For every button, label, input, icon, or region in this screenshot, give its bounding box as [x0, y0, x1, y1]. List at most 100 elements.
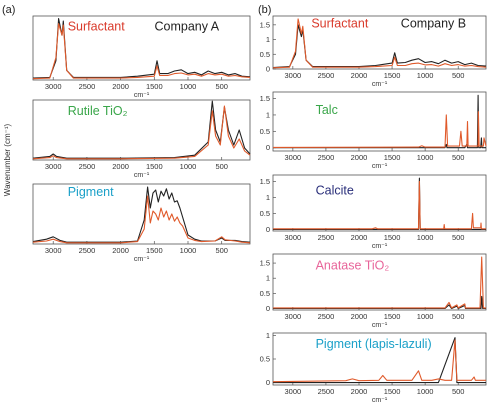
company-label: Company B	[401, 17, 466, 31]
x-tick-label: 2500	[318, 153, 335, 162]
x-tick-label: 1500	[384, 153, 401, 162]
y-tick-label: 0	[266, 304, 270, 313]
y-tick-label: 1	[266, 35, 270, 44]
x-tick-label: 500	[452, 71, 465, 80]
x-tick-label: 2000	[351, 153, 368, 162]
spectrum-line-orange	[32, 195, 251, 244]
x-tick-label: 1500	[384, 312, 401, 321]
y-tick-label: 0.5	[260, 355, 270, 364]
spectrum-line-black	[273, 295, 486, 310]
x-tick-label: 1000	[180, 246, 197, 255]
x-axis-unit: cm⁻¹	[372, 322, 388, 329]
spectrum-line-black	[273, 337, 486, 384]
x-tick-label: 2000	[351, 312, 368, 321]
spectrum-name-label: Pigment (lapis-lazuli)	[316, 337, 432, 351]
y-tick-label: 0	[266, 225, 270, 234]
x-tick-label: 1000	[417, 312, 434, 321]
x-tick-label: 2500	[79, 82, 96, 91]
x-tick-label: 3000	[45, 82, 62, 91]
plot-frame	[32, 99, 251, 161]
spectrum-line-black	[272, 24, 487, 69]
x-tick-label: 500	[215, 162, 228, 171]
x-tick-label: 3000	[45, 246, 62, 255]
x-tick-label: 2500	[318, 71, 335, 80]
chart-panel-2: 3000 2500 2000 1500 1000 500 cm⁻¹ Rutile TiO₂	[32, 99, 251, 179]
spectrum-line-orange	[273, 180, 486, 230]
y-tick-label: 0	[266, 65, 270, 74]
x-tick-label: 2000	[351, 233, 368, 242]
x-tick-label: 1000	[417, 71, 434, 80]
panel-b-label: (b)	[258, 4, 271, 16]
spectrum-line-orange	[32, 105, 251, 160]
spectrum-line-orange	[32, 23, 251, 80]
y-tick-label: 1	[266, 193, 270, 202]
x-tick-label: 1500	[146, 246, 163, 255]
x-tick-label: 3000	[45, 162, 62, 171]
x-tick-label: 2500	[79, 162, 96, 171]
x-tick-label: 3000	[285, 312, 302, 321]
x-tick-label: 3000	[285, 233, 302, 242]
x-tick-label: 1000	[417, 153, 434, 162]
y-tick-label: 0.5	[260, 209, 270, 218]
x-tick-label: 2000	[112, 162, 129, 171]
spectrum-name-label: Surfactant	[311, 17, 369, 31]
y-tick-label: 1	[266, 331, 270, 340]
spectrum-name-label: Anatase TiO₂	[316, 259, 390, 273]
x-axis-unit: cm⁻¹	[372, 397, 388, 404]
spectrum-line-orange	[273, 256, 486, 309]
y-tick-label: 1	[266, 274, 270, 283]
plot-frame	[272, 253, 487, 311]
y-tick-label: 1.5	[260, 94, 270, 103]
spectrum-line-orange	[272, 18, 487, 69]
x-axis-unit: cm⁻¹	[134, 172, 150, 179]
y-tick-label: 0	[266, 143, 270, 152]
chart-panel-1: 3000 2500 2000 1500 1000 500 cm⁻¹ Surfactant Com…	[32, 15, 251, 99]
x-axis-unit: cm⁻¹	[372, 81, 388, 88]
x-tick-label: 500	[452, 233, 465, 242]
x-tick-label: 500	[215, 246, 228, 255]
y-axis-label: Wavenumber (cm⁻¹)	[3, 123, 12, 196]
spectrum-line-orange	[272, 339, 486, 383]
x-tick-label: 2500	[318, 233, 335, 242]
x-tick-label: 1500	[384, 71, 401, 80]
y-tick-label: 0.5	[260, 289, 270, 298]
y-tick-label: 1.5	[260, 177, 270, 186]
x-tick-label: 1000	[180, 82, 197, 91]
spectrum-name-label: Pigment	[68, 185, 114, 199]
plot-frame	[272, 91, 487, 152]
chart-panel-3: 3000 2500 2000 1500 1000 500 cm⁻¹ Pigment	[32, 183, 251, 263]
x-tick-label: 3000	[285, 387, 302, 396]
x-tick-label: 3000	[285, 153, 302, 162]
spectrum-line-orange	[272, 111, 487, 148]
spectrum-name-label: Surfactant	[68, 20, 126, 34]
x-tick-label: 2000	[112, 82, 129, 91]
spectrum-line-black	[273, 94, 486, 149]
chart-panel-7: 3000 2500 2000 1500 1000 500 cm⁻¹ 0 0.5 1 1.5 Anata…	[260, 253, 487, 329]
chart-panel-4: 3000 2500 2000 1500 1000 500 cm⁻¹ 0 0.5 1 1.5 Surfa…	[260, 15, 487, 88]
plot-frame	[272, 174, 487, 232]
plot-frame	[32, 15, 251, 81]
x-tick-label: 1000	[417, 387, 434, 396]
x-tick-label: 2500	[318, 312, 335, 321]
spectrum-name-label: Calcite	[316, 184, 354, 198]
x-axis-unit: cm⁻¹	[134, 256, 150, 263]
spectrum-line-black	[32, 100, 251, 159]
x-axis-unit: cm⁻¹	[372, 243, 388, 250]
chart-panel-6: 3000 2500 2000 1500 1000 500 cm⁻¹ 0 0.5 1 1.5 Calci…	[260, 174, 487, 250]
x-tick-label: 1500	[146, 162, 163, 171]
company-label: Company A	[155, 20, 220, 34]
chart-panel-8: 3000 2500 2000 1500 1000 500 cm⁻¹ 0 0.5 1 Pigment …	[260, 331, 487, 404]
panel-a-label: (a)	[2, 4, 15, 16]
y-tick-label: 0.5	[260, 127, 270, 136]
spectrum-name-label: Rutile TiO₂	[68, 104, 128, 118]
x-axis-unit: cm⁻¹	[134, 92, 150, 99]
x-tick-label: 3000	[285, 71, 302, 80]
x-tick-label: 500	[452, 312, 465, 321]
y-tick-label: 1.5	[260, 20, 270, 29]
x-tick-label: 2000	[351, 387, 368, 396]
y-tick-label: 0	[266, 378, 270, 387]
x-tick-label: 2500	[318, 387, 335, 396]
x-tick-label: 500	[452, 387, 465, 396]
